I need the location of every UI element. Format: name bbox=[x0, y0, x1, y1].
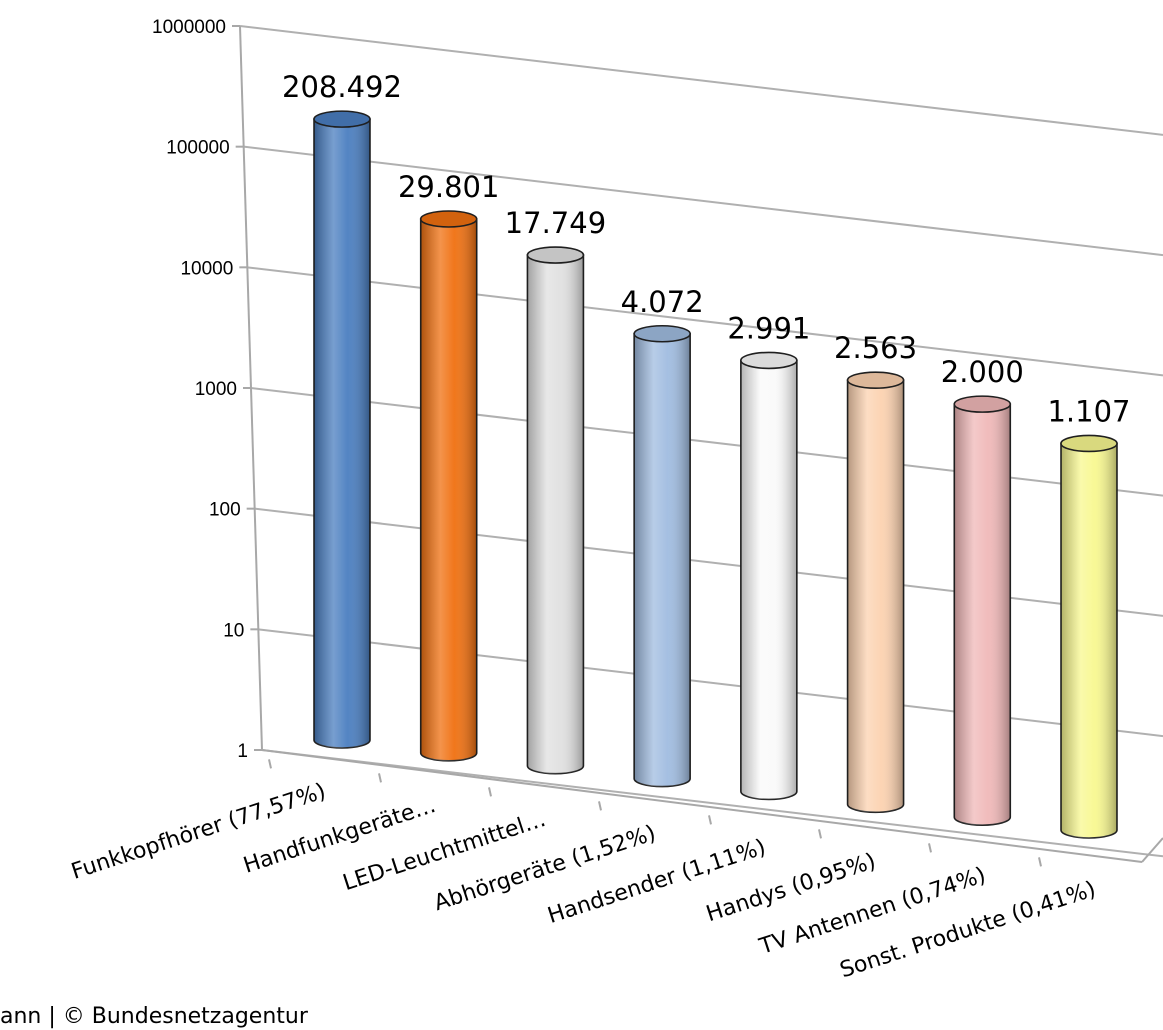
y-tick-label: 10 bbox=[223, 620, 244, 641]
bar-top-shade bbox=[420, 211, 477, 228]
bar-shading bbox=[847, 380, 904, 813]
data-label: 4.072 bbox=[621, 285, 704, 319]
gridline bbox=[243, 145, 1163, 257]
x-tick-mark bbox=[1038, 857, 1042, 867]
footer-credit: ann | © Bundesnetzagentur bbox=[0, 1004, 308, 1029]
x-tick-mark bbox=[928, 843, 932, 853]
bar-top-shade bbox=[847, 372, 904, 389]
data-label: 17.749 bbox=[505, 206, 606, 240]
bar-top bbox=[313, 110, 371, 128]
bar bbox=[526, 246, 585, 775]
data-label: 2.563 bbox=[834, 331, 917, 365]
bar-top-shade bbox=[527, 247, 584, 264]
bar-top-shade bbox=[634, 325, 691, 342]
bar-top-shade bbox=[954, 396, 1011, 413]
bar-top bbox=[740, 351, 798, 370]
bar-top bbox=[1060, 434, 1118, 453]
bar-top bbox=[419, 210, 478, 228]
bar bbox=[1060, 434, 1118, 839]
x-axis-line bbox=[261, 749, 1143, 863]
gridline bbox=[261, 749, 1163, 858]
x-tick-mark bbox=[378, 773, 382, 783]
data-label: 208.492 bbox=[282, 70, 402, 104]
x-tick-mark bbox=[708, 815, 712, 825]
bar bbox=[313, 110, 371, 749]
gridline bbox=[254, 507, 1163, 617]
y-tick-label: 1 bbox=[237, 741, 248, 762]
bar-top bbox=[526, 246, 585, 264]
y-tick-label: 100 bbox=[209, 500, 241, 521]
bar-shading bbox=[420, 219, 477, 761]
gridlines bbox=[239, 25, 1163, 858]
y-tick-label: 1000 bbox=[195, 379, 237, 400]
data-label: 2.991 bbox=[727, 311, 810, 345]
x-tick-mark bbox=[818, 829, 822, 839]
y-tick-label: 1000000 bbox=[152, 17, 226, 38]
bar-shading bbox=[634, 333, 691, 787]
bars bbox=[313, 110, 1118, 839]
gridline bbox=[250, 387, 1163, 497]
y-tick-label: 10000 bbox=[180, 258, 233, 279]
x-tick-mark bbox=[488, 787, 492, 797]
gridline bbox=[239, 25, 1163, 136]
bar-top bbox=[953, 395, 1012, 413]
bar-top-shade bbox=[740, 352, 797, 369]
bar bbox=[633, 324, 691, 788]
y-tick-label: 100000 bbox=[166, 138, 229, 159]
bar-shading bbox=[527, 255, 584, 774]
bar-top bbox=[846, 371, 905, 389]
floor-edge bbox=[1141, 837, 1163, 863]
bar-shading bbox=[314, 119, 370, 748]
gridline bbox=[258, 628, 1163, 738]
gridline bbox=[247, 266, 1163, 377]
bar-shading bbox=[740, 360, 797, 800]
axes: 1000000 100000 10000 1000 100 10 1 bbox=[152, 17, 1163, 867]
bar-top-shade bbox=[1061, 435, 1117, 452]
x-tick-mark bbox=[268, 759, 272, 769]
bar bbox=[846, 371, 905, 814]
bar bbox=[740, 351, 798, 801]
bar bbox=[953, 395, 1012, 826]
data-label: 1.107 bbox=[1047, 394, 1130, 428]
bar-shading bbox=[1061, 443, 1117, 838]
bar-top bbox=[633, 324, 691, 343]
x-tick-label: Funkkopfhörer (77,57%) bbox=[68, 779, 329, 885]
x-tick-mark bbox=[598, 801, 602, 811]
data-label: 2.000 bbox=[941, 355, 1024, 389]
bar-top-shade bbox=[314, 111, 370, 128]
bar-shading bbox=[954, 404, 1011, 826]
bar bbox=[419, 210, 478, 762]
data-label: 29.801 bbox=[398, 170, 499, 204]
